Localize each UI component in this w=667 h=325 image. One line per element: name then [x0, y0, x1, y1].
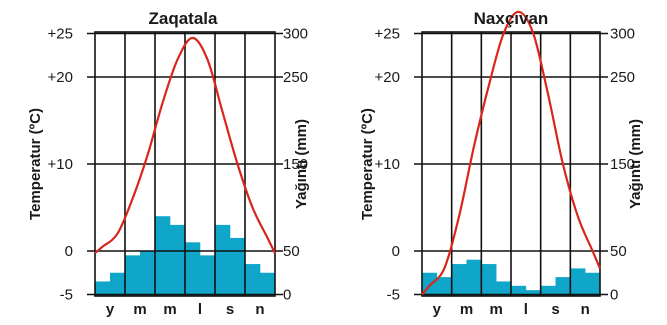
- chart2-precip-tick-label: 300: [610, 26, 635, 43]
- chart1-precip-bar: [245, 264, 261, 296]
- chart2-precip-bar: [466, 259, 482, 296]
- chart2-precip-bar: [496, 281, 512, 296]
- chart2-precip-bar: [436, 277, 452, 296]
- chart1-precip-bar: [260, 272, 276, 296]
- chart1-precip-tick-label: 50: [283, 243, 300, 260]
- chart2-precip-bar: [525, 290, 541, 296]
- chart2-title: Naxçıvan: [474, 9, 549, 28]
- chart2-month-label: y: [433, 301, 442, 318]
- chart1-precip-tick-label: 300: [283, 26, 308, 43]
- chart1-temp-tick-label: +25: [48, 26, 73, 43]
- chart1-ylabel: Temperatur (ºC): [27, 108, 44, 220]
- chart2-temp-tick-label: +25: [375, 26, 400, 43]
- chart1-month-label: s: [226, 301, 234, 318]
- chart1-temp-tick-label: -5: [60, 287, 73, 304]
- chart1-temperature-line: [94, 36, 276, 255]
- chart1-month-label: m: [133, 301, 146, 318]
- chart2-precip-bar: [511, 285, 527, 296]
- chart2-month-label: s: [551, 301, 559, 318]
- chart1-precip-bar: [95, 281, 111, 296]
- chart1-temp-tick-label: +20: [48, 69, 73, 86]
- chart1-temp-tick-label: 0: [65, 243, 73, 260]
- chart2-month-label: m: [460, 301, 473, 318]
- chart2-month-label: m: [489, 301, 502, 318]
- chart2-precip-bar: [451, 264, 467, 296]
- chart2-y2label: Yağıntı (mm): [627, 119, 644, 209]
- chart1-precip-bar: [155, 216, 171, 296]
- chart2-precip-bar: [540, 285, 556, 296]
- chart2-month-label: n: [581, 301, 590, 318]
- chart1-precip-bar: [215, 224, 231, 296]
- chart1-month-label: m: [163, 301, 176, 318]
- chart2-temp-tick-label: +10: [375, 156, 400, 173]
- chart2-precip-tick-label: 250: [610, 69, 635, 86]
- chart1-precip-tick-label: 0: [283, 287, 291, 304]
- chart1-temp-tick-label: +10: [48, 156, 73, 173]
- chart2-precip-tick-label: 50: [610, 243, 627, 260]
- chart1-precip-bar: [170, 224, 186, 296]
- chart2-precip-tick-label: 0: [610, 287, 618, 304]
- chart1-precip-tick-label: 150: [283, 156, 308, 173]
- chart2-temp-tick-label: +20: [375, 69, 400, 86]
- chart1-title: Zaqatala: [149, 9, 219, 28]
- chart2-precip-bar: [481, 264, 497, 296]
- chart2-temperature-line: [421, 10, 602, 296]
- chart1-precip-tick-label: 250: [283, 69, 308, 86]
- chart1-month-label: n: [255, 301, 264, 318]
- chart2-ylabel: Temperatur (ºC): [359, 108, 376, 220]
- chart1-precip-bar: [230, 237, 246, 296]
- chart2-temp-tick-label: 0: [392, 243, 400, 260]
- chart2-precip-bar: [585, 272, 601, 296]
- chart1-precip-bar: [140, 251, 156, 296]
- chart2-precip-bar: [570, 268, 586, 296]
- chart2-precip-bar: [555, 277, 571, 296]
- chart1-precip-bar: [185, 242, 201, 296]
- chart1-precip-bar: [110, 272, 126, 296]
- chart2-precip-tick-label: 150: [610, 156, 635, 173]
- chart1-precip-bar: [200, 255, 216, 296]
- chart2-month-label: l: [524, 301, 528, 318]
- chart1-month-label: y: [106, 301, 115, 318]
- chart1-y2label: Yağıntı (mm): [293, 119, 310, 209]
- chart2-temp-tick-label: -5: [387, 287, 400, 304]
- chart1-month-label: l: [198, 301, 202, 318]
- chart1-precip-bar: [125, 255, 141, 296]
